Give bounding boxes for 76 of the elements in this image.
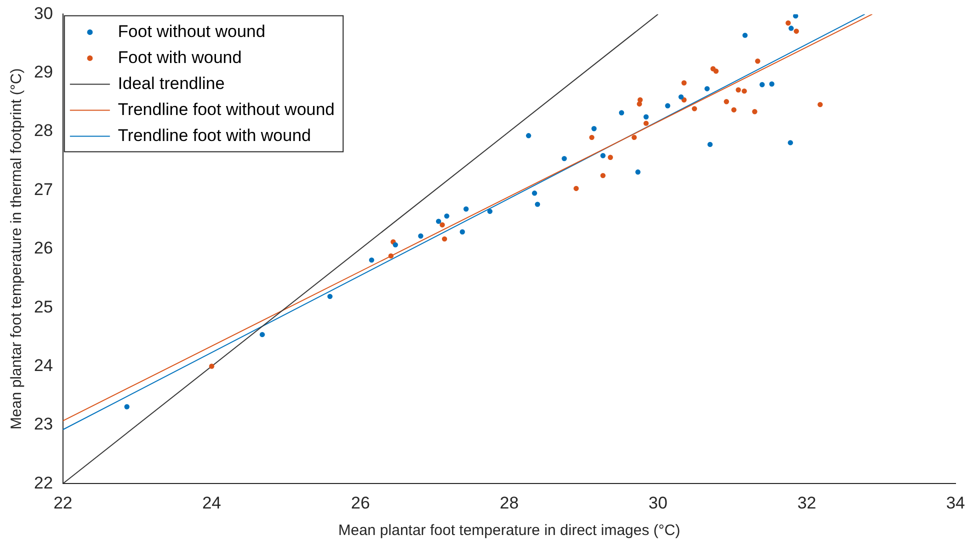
point <box>681 80 687 86</box>
point <box>644 120 649 126</box>
point <box>752 109 758 114</box>
y-tick-label: 28 <box>34 121 53 140</box>
point <box>755 58 760 64</box>
point <box>600 153 606 158</box>
point <box>369 257 374 263</box>
point <box>788 140 794 146</box>
y-axis-title: Mean plantar foot temperature in thermal footprint (°C) <box>8 68 26 430</box>
point <box>818 102 823 108</box>
point <box>460 229 465 234</box>
point <box>436 218 442 224</box>
point <box>707 142 713 148</box>
legend-label: Foot with wound <box>118 48 242 67</box>
legend-label: Trendline foot with wound <box>118 126 312 145</box>
point <box>794 28 799 34</box>
point <box>635 169 641 175</box>
point <box>388 253 394 259</box>
point <box>392 242 398 248</box>
y-tick-label: 26 <box>34 238 53 258</box>
point <box>532 190 538 196</box>
point <box>788 26 794 31</box>
point <box>600 172 606 178</box>
y-tick-label: 23 <box>34 414 53 434</box>
point <box>444 213 450 219</box>
point <box>793 14 798 19</box>
x-tick-label: 22 <box>53 493 72 512</box>
point <box>574 186 579 192</box>
legend-label: Ideal trendline <box>118 74 225 93</box>
x-tick-label: 34 <box>946 493 966 512</box>
point <box>562 156 567 162</box>
point <box>736 87 741 92</box>
point <box>760 82 765 88</box>
point <box>124 404 130 410</box>
point <box>644 114 649 120</box>
x-tick-label: 32 <box>797 493 816 512</box>
point <box>692 106 698 112</box>
point <box>209 364 214 369</box>
point <box>632 134 637 140</box>
point <box>678 94 684 100</box>
point <box>526 133 532 138</box>
legend-label: Trendline foot without wound <box>118 100 335 119</box>
point <box>418 233 424 239</box>
point <box>442 236 448 242</box>
point <box>742 88 747 94</box>
point <box>463 206 469 212</box>
x-tick-label: 26 <box>350 493 370 512</box>
legend-label: Foot without wound <box>118 22 266 41</box>
y-tick-label: 27 <box>34 180 53 199</box>
x-tick-label: 24 <box>202 493 222 512</box>
point <box>487 208 492 214</box>
point <box>638 97 643 102</box>
point <box>731 107 736 112</box>
y-tick-label: 29 <box>34 62 53 82</box>
point <box>591 126 597 132</box>
x-tick-label: 28 <box>500 493 519 512</box>
point <box>786 20 791 26</box>
point <box>260 332 265 338</box>
y-tick-label: 22 <box>34 473 53 492</box>
point <box>704 86 710 92</box>
point <box>608 154 613 160</box>
point <box>618 110 624 116</box>
point <box>327 294 333 300</box>
y-tick-label: 25 <box>34 297 53 316</box>
point <box>713 68 719 74</box>
point <box>742 32 748 38</box>
x-tick-label: 30 <box>648 493 668 512</box>
point <box>724 99 730 104</box>
point <box>665 103 670 108</box>
y-tick-label: 30 <box>34 4 53 23</box>
point <box>589 134 594 140</box>
point <box>534 202 540 207</box>
point <box>769 81 774 87</box>
x-axis-title: Mean plantar foot temperature in direct images (°C) <box>338 522 680 540</box>
y-tick-label: 24 <box>34 356 53 375</box>
point <box>440 222 445 228</box>
